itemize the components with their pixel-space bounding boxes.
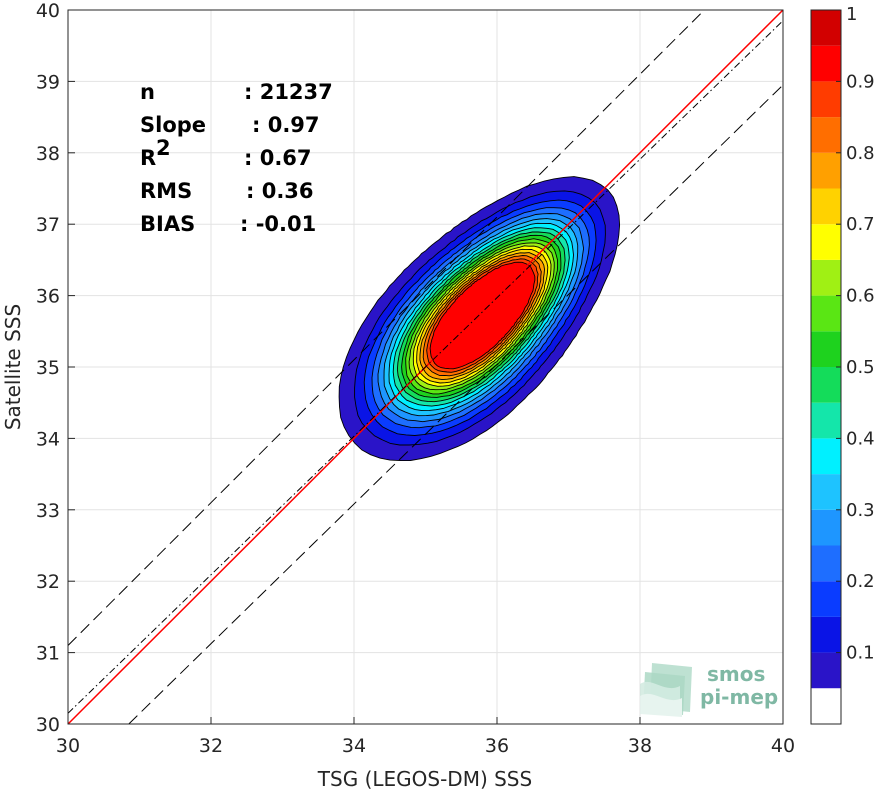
y-axis-label: Satellite SSS xyxy=(1,304,25,430)
x-tick-label: 32 xyxy=(199,735,223,757)
y-tick-label: 39 xyxy=(36,71,60,93)
colorbar-band xyxy=(811,152,841,189)
y-tick-label: 34 xyxy=(36,428,60,450)
colorbar-tick-label: 0.3 xyxy=(846,500,875,521)
colorbar-tick-label: 0.5 xyxy=(846,357,875,378)
y-tick-label: 31 xyxy=(36,643,60,665)
reference-lines xyxy=(68,10,783,724)
stat-value: : 0.97 xyxy=(252,113,320,137)
x-tick-label: 30 xyxy=(56,735,80,757)
logo-text-pimep: pi-mep xyxy=(700,685,778,709)
stat-key: RMS xyxy=(140,179,192,203)
colorbar-band xyxy=(811,117,841,153)
colorbar-tick-label: 0.6 xyxy=(846,286,875,307)
plot-frame xyxy=(67,9,784,725)
y-tick-label: 36 xyxy=(36,286,60,308)
colorbar-tick-label: 0.2 xyxy=(846,571,875,592)
stat-key-superscript: 2 xyxy=(156,136,171,160)
colorbar-band xyxy=(811,295,841,332)
stat-value: : 21237 xyxy=(244,80,333,104)
x-axis-label: TSG (LEGOS-DM) SSS xyxy=(317,767,532,791)
contour-level-0.9 xyxy=(429,261,536,370)
colorbar-band xyxy=(811,224,841,260)
stat-key: BIAS xyxy=(140,212,195,236)
line-upper-bound xyxy=(68,10,705,646)
y-tick-label: 40 xyxy=(36,0,60,22)
colorbar-band xyxy=(811,438,841,475)
colorbar-band xyxy=(811,474,841,510)
y-tick-label: 37 xyxy=(36,214,60,236)
colorbar-tick-label: 0.4 xyxy=(846,428,875,449)
x-tick-label: 40 xyxy=(771,735,795,757)
y-tick-label: 33 xyxy=(36,500,60,522)
colorbar-band xyxy=(811,259,841,296)
colorbar-band xyxy=(811,10,841,46)
stat-key: Slope xyxy=(140,113,206,137)
colorbar-band xyxy=(811,616,841,653)
colorbar-tick-label: 0.7 xyxy=(846,214,875,235)
colorbar-tick-label: 0.1 xyxy=(846,643,875,664)
colorbar-band xyxy=(811,402,841,439)
colorbar-band-white xyxy=(811,688,841,724)
x-tick-label: 38 xyxy=(628,735,652,757)
colorbar-band xyxy=(811,367,841,403)
logo-text-smos: smos xyxy=(707,662,765,686)
colorbar-band xyxy=(811,45,841,82)
colorbar-band xyxy=(811,81,841,118)
colorbar-band xyxy=(811,509,841,546)
y-tick-label: 32 xyxy=(36,571,60,593)
colorbar-band xyxy=(811,652,841,689)
y-tick-label: 38 xyxy=(36,143,60,165)
y-tick-label: 30 xyxy=(36,714,60,736)
smos-pimep-logo: smos pi-mep xyxy=(640,662,778,717)
colorbar-tick-label: 0.9 xyxy=(846,71,875,92)
colorbar-tick-label: 1 xyxy=(846,4,857,25)
colorbar-band xyxy=(811,581,841,617)
stat-value: : 0.67 xyxy=(244,146,312,170)
stat-key: n xyxy=(140,80,155,104)
stats-box: n : 21237 Slope : 0.97 R 2 : 0.67 RMS : 0.36 BIAS… xyxy=(140,80,333,236)
colorbar-band xyxy=(811,188,841,225)
stat-value: : -0.01 xyxy=(240,212,316,236)
line-lower-bound xyxy=(128,84,783,724)
colorbar-ticks: 0.1 0.2 0.3 0.4 0.5 0.6 0.7 0.8 0.9 1 xyxy=(836,4,875,664)
x-axis-ticks: 30 32 34 36 38 40 xyxy=(56,717,795,757)
colorbar xyxy=(810,9,842,725)
x-tick-label: 36 xyxy=(485,735,509,757)
y-tick-label: 35 xyxy=(36,357,60,379)
stat-key: R xyxy=(140,146,156,170)
colorbar-tick-label: 0.8 xyxy=(846,143,875,164)
stat-value: : 0.36 xyxy=(246,179,314,203)
line-regression xyxy=(68,20,783,714)
colorbar-band xyxy=(811,545,841,582)
logo-waves-icon xyxy=(640,663,692,717)
colorbar-band xyxy=(811,331,841,367)
y-axis-ticks: 30 31 32 33 34 35 36 37 38 39 40 xyxy=(36,0,75,736)
x-tick-label: 34 xyxy=(342,735,366,757)
